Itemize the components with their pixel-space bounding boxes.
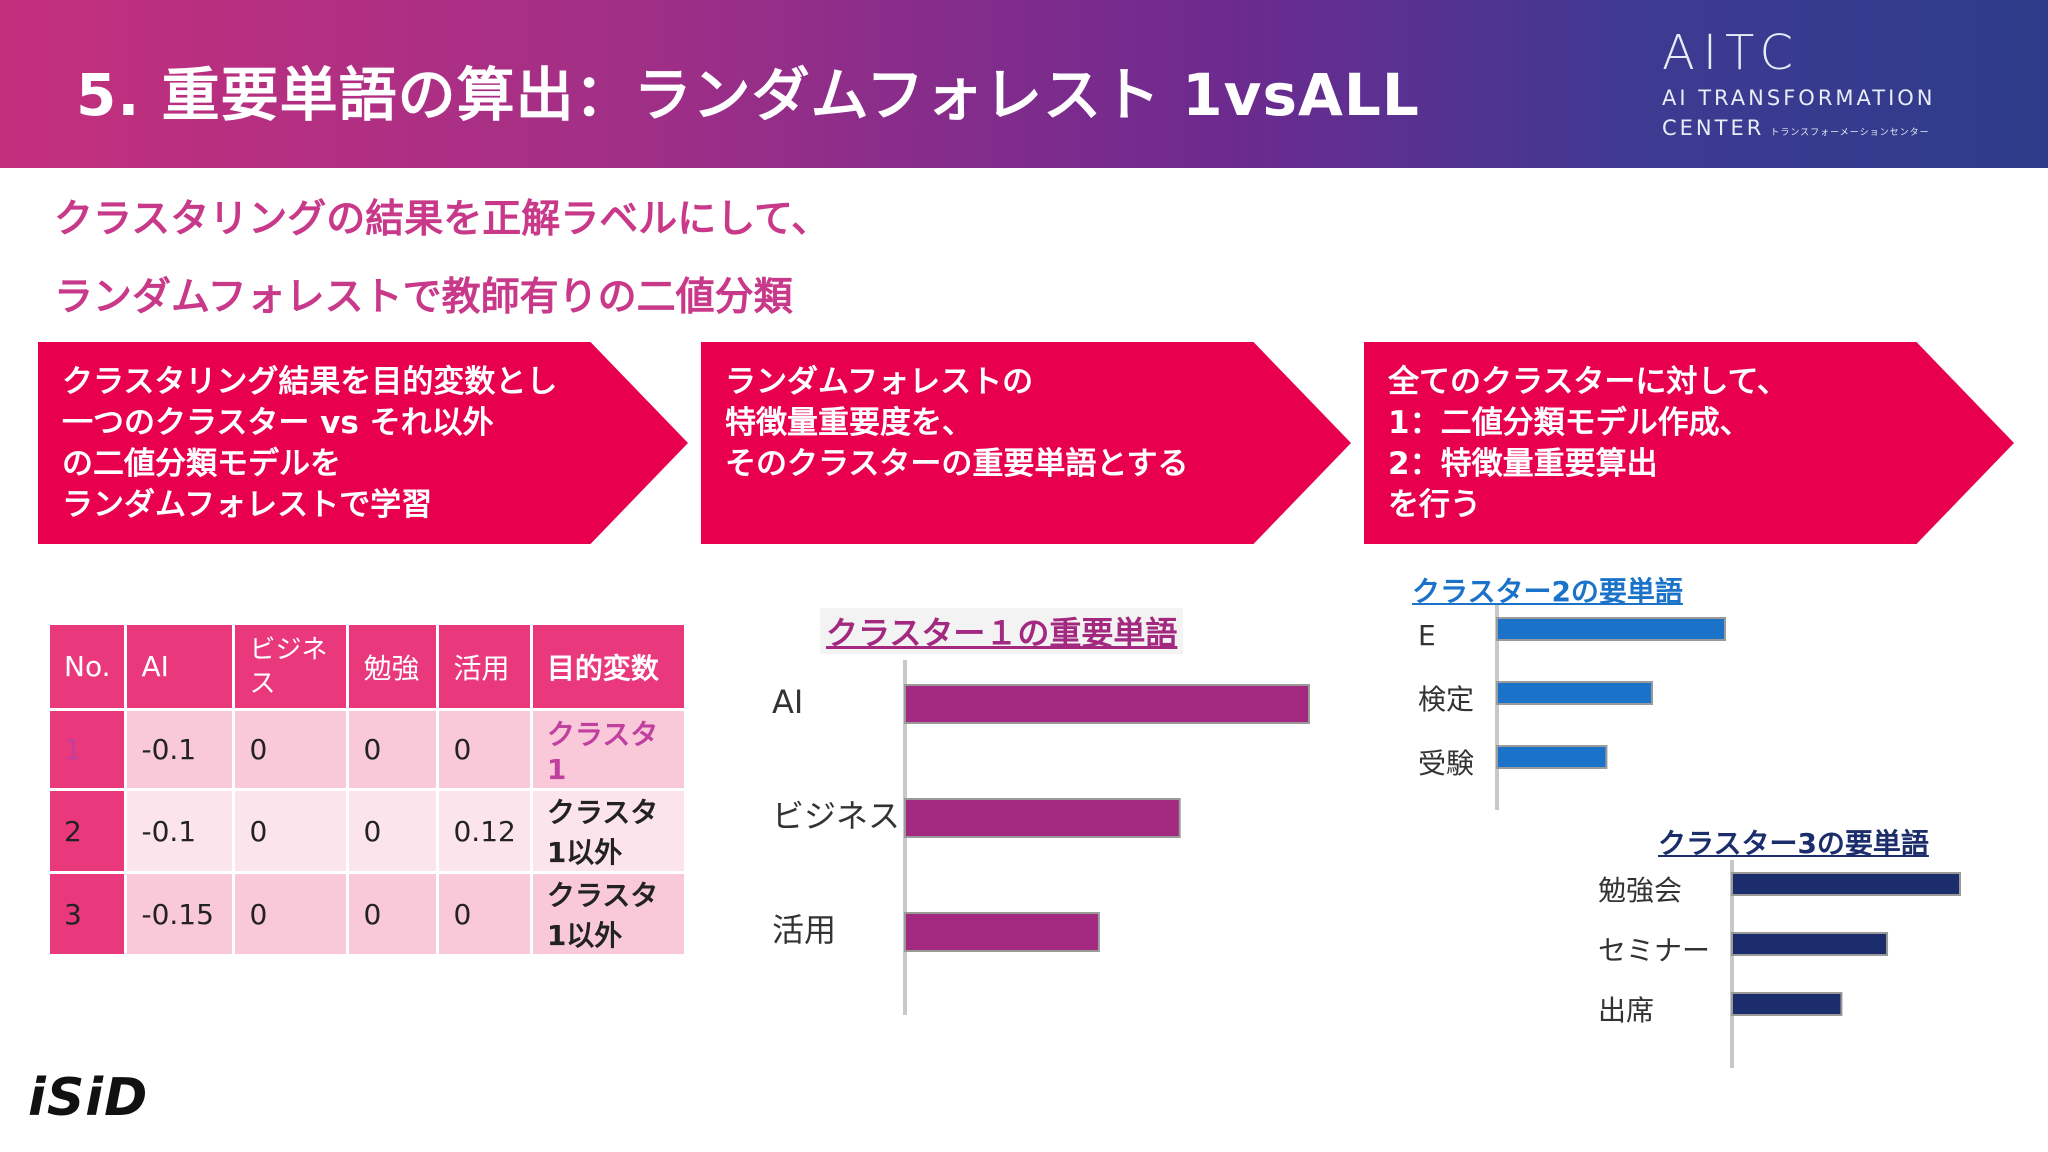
step-3-line: を行う [1388,487,1481,523]
table-row: 2 -0.1 0 0 0.12 クラスタ1以外 [46,788,687,874]
feature-table: No. AI ビジネス 勉強 活用 目的変数 1 -0.1 0 0 0 クラスタ… [46,622,687,957]
category-label: セミナー [1598,934,1710,967]
header-use: 活用 [436,622,533,711]
step-arrow-3: 全てのクラスターに対して、 1：二値分類モデル作成、 2：特徴量重要算出 を行う [1364,342,2014,544]
cell-no: 2 [46,788,128,874]
header-no: No. [46,622,128,711]
header-banner: 5. 重要単語の算出：ランダムフォレスト 1vsALL AITC AI TRAN… [0,0,2048,168]
logo-center-kana: トランスフォーメーションセンター [1770,128,1930,138]
step-arrow-2: ランダムフォレストの 特徴量重要度を、 そのクラスターの重要単語とする [701,342,1351,544]
cell-no: 1 [46,708,128,791]
bar-2 [1731,932,1889,956]
bar-1 [904,684,1310,724]
header-study: 勉強 [346,622,440,711]
step-2-line: ランダムフォレストの [725,364,1034,400]
cell-ai: -0.1 [124,708,236,791]
header-ai: AI [124,622,236,711]
table-row: 1 -0.1 0 0 0 クラスタ1 [46,708,687,791]
step-3-line: 1：二値分類モデル作成、 [1388,405,1751,441]
chart-1-title: クラスター１の重要単語 [820,608,1184,654]
bar-3 [1496,745,1608,769]
step-arrow-1: クラスタリング結果を目的変数とし 一つのクラスター vs それ以外 の二値分類モ… [38,342,688,544]
bar-1 [1731,872,1961,896]
logo-center-word: CENTER [1662,116,1765,140]
cell-ai: -0.1 [124,788,236,874]
slide-title: 5. 重要単語の算出：ランダムフォレスト 1vsALL [76,61,1420,129]
cell-target: クラスタ1以外 [529,871,687,957]
step-1-line: 一つのクラスター vs それ以外 [62,405,494,441]
category-label: 検定 [1418,683,1474,716]
cell-business: 0 [232,788,350,874]
cell-study: 0 [346,871,440,957]
step-1-line: クラスタリング結果を目的変数とし [62,364,558,400]
cell-study: 0 [346,708,440,791]
table-row: 3 -0.15 0 0 0 クラスタ1以外 [46,871,687,957]
category-label: E [1418,619,1436,652]
lead-line-2: ランダムフォレストで教師有りの二値分類 [54,275,793,320]
category-label: 勉強会 [1598,874,1682,907]
category-label: 受験 [1418,747,1474,780]
category-label: 出席 [1598,994,1654,1027]
isid-logo: iSiD [28,1068,149,1128]
bar-2 [1496,681,1654,705]
bar-3 [1731,992,1843,1016]
step-1-line: ランダムフォレストで学習 [62,487,433,523]
step-3-line: 全てのクラスターに対して、 [1388,364,1788,400]
category-label: AI [772,683,803,721]
header-target: 目的変数 [529,622,687,711]
cell-study: 0 [346,788,440,874]
logo-center-text: CENTER トランスフォーメーションセンター [1662,116,1936,140]
logo-sub-text: AI TRANSFORMATION [1662,86,1936,110]
cell-ai: -0.15 [124,871,236,957]
category-label: 活用 [772,911,836,949]
cell-use: 0.12 [436,788,533,874]
table-header-row: No. AI ビジネス 勉強 活用 目的変数 [46,622,687,711]
step-2-line: そのクラスターの重要単語とする [725,446,1189,482]
cell-business: 0 [232,708,350,791]
header-business: ビジネス [232,622,350,711]
chart-2-title: クラスター2の要単語 [1412,575,1683,608]
cell-no: 3 [46,871,128,957]
cell-business: 0 [232,871,350,957]
cell-target: クラスタ1以外 [529,788,687,874]
logo-main-text: AITC [1662,25,1802,81]
bar-2 [904,798,1181,838]
step-3-line: 2：特徴量重要算出 [1388,446,1658,482]
bar-1 [1496,617,1726,641]
cell-use: 0 [436,871,533,957]
step-2-line: 特徴量重要度を、 [725,405,973,441]
chart-3-title: クラスター3の要単語 [1658,827,1929,860]
lead-line-1: クラスタリングの結果を正解ラベルにして、 [54,197,831,242]
aitc-logo: AITC AI TRANSFORMATION CENTER トランスフォーメーショ… [1662,28,1936,140]
step-1-line: の二値分類モデルを [62,446,341,482]
category-label: ビジネス [772,797,900,835]
bar-3 [904,912,1100,952]
cell-use: 0 [436,708,533,791]
cell-target: クラスタ1 [529,708,687,791]
